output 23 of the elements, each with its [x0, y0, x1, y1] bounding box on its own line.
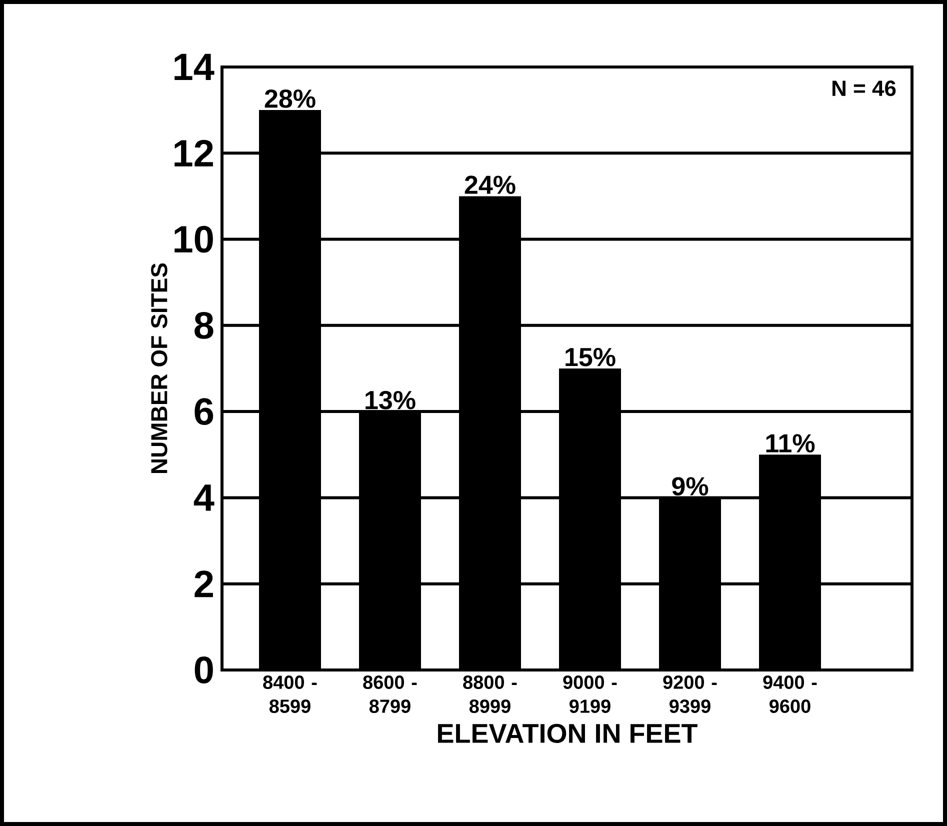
- x-tick-label: 8800 - 8999: [463, 676, 517, 713]
- y-tick-label: 14: [174, 54, 214, 80]
- x-axis-title: ELEVATION IN FEET: [438, 724, 698, 743]
- y-tick-label: 0: [194, 656, 213, 684]
- annotation: 11%: [766, 434, 815, 452]
- x-tick-label: 9000 - 9199: [563, 676, 617, 713]
- annotation: 13%: [366, 390, 416, 410]
- y-tick-label: 12: [174, 140, 213, 166]
- y-axis-title: NUMBER OF SITES: [151, 263, 168, 474]
- y-tick-label: 6: [194, 398, 214, 426]
- y-tick-label: 2: [194, 570, 213, 598]
- x-tick-label: 9200 - 9399: [663, 676, 717, 714]
- annotation: 15%: [566, 348, 616, 366]
- annotation: N = 46: [832, 80, 896, 96]
- y-tick-label: 4: [194, 484, 214, 511]
- annotation: 9%: [672, 477, 708, 496]
- y-tick-label: 10: [174, 226, 213, 253]
- annotation: 24%: [464, 176, 516, 194]
- x-tick-label: 9400 - 9600: [763, 676, 817, 713]
- x-tick-label: 8400 - 8599: [263, 676, 317, 713]
- annotation: 28%: [264, 89, 316, 108]
- x-tick-label: 8600 - 8799: [363, 676, 417, 713]
- y-tick-label: 8: [194, 312, 214, 339]
